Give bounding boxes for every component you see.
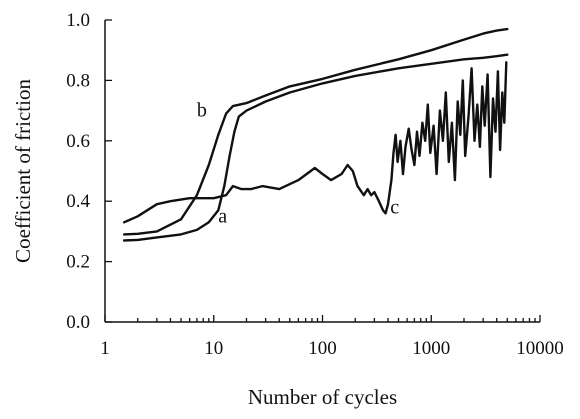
curve-labels: a b c [197,100,399,228]
x-tick-label: 10 [204,338,223,359]
y-tick-label: 1.0 [66,10,90,31]
series-line-c [122,61,508,224]
y-tick-label: 0.0 [66,312,90,333]
series-line-a [122,53,509,242]
y-tick-label: 0.8 [66,70,90,91]
y-axis-title: Coefficient of friction [11,79,35,263]
x-tick-label: 1000 [412,338,450,359]
x-tick-label: 1 [100,338,110,359]
curve-label-b: b [197,100,207,122]
y-tick-label: 0.6 [66,131,90,152]
axes [104,20,540,323]
x-tick-label: 10000 [516,338,564,359]
series [122,27,509,242]
x-tick-label: 100 [308,338,337,359]
x-axis-title: Number of cycles [248,385,397,409]
series-line-b [122,27,509,236]
ticks: 1 10 100 1000 10000 0.0 0.2 0.4 0.6 0.8 1.0 [66,10,564,359]
y-tick-label: 0.2 [66,252,90,273]
curve-label-a: a [218,205,227,227]
y-tick-label: 0.4 [66,191,90,212]
curve-label-c: c [390,196,399,218]
